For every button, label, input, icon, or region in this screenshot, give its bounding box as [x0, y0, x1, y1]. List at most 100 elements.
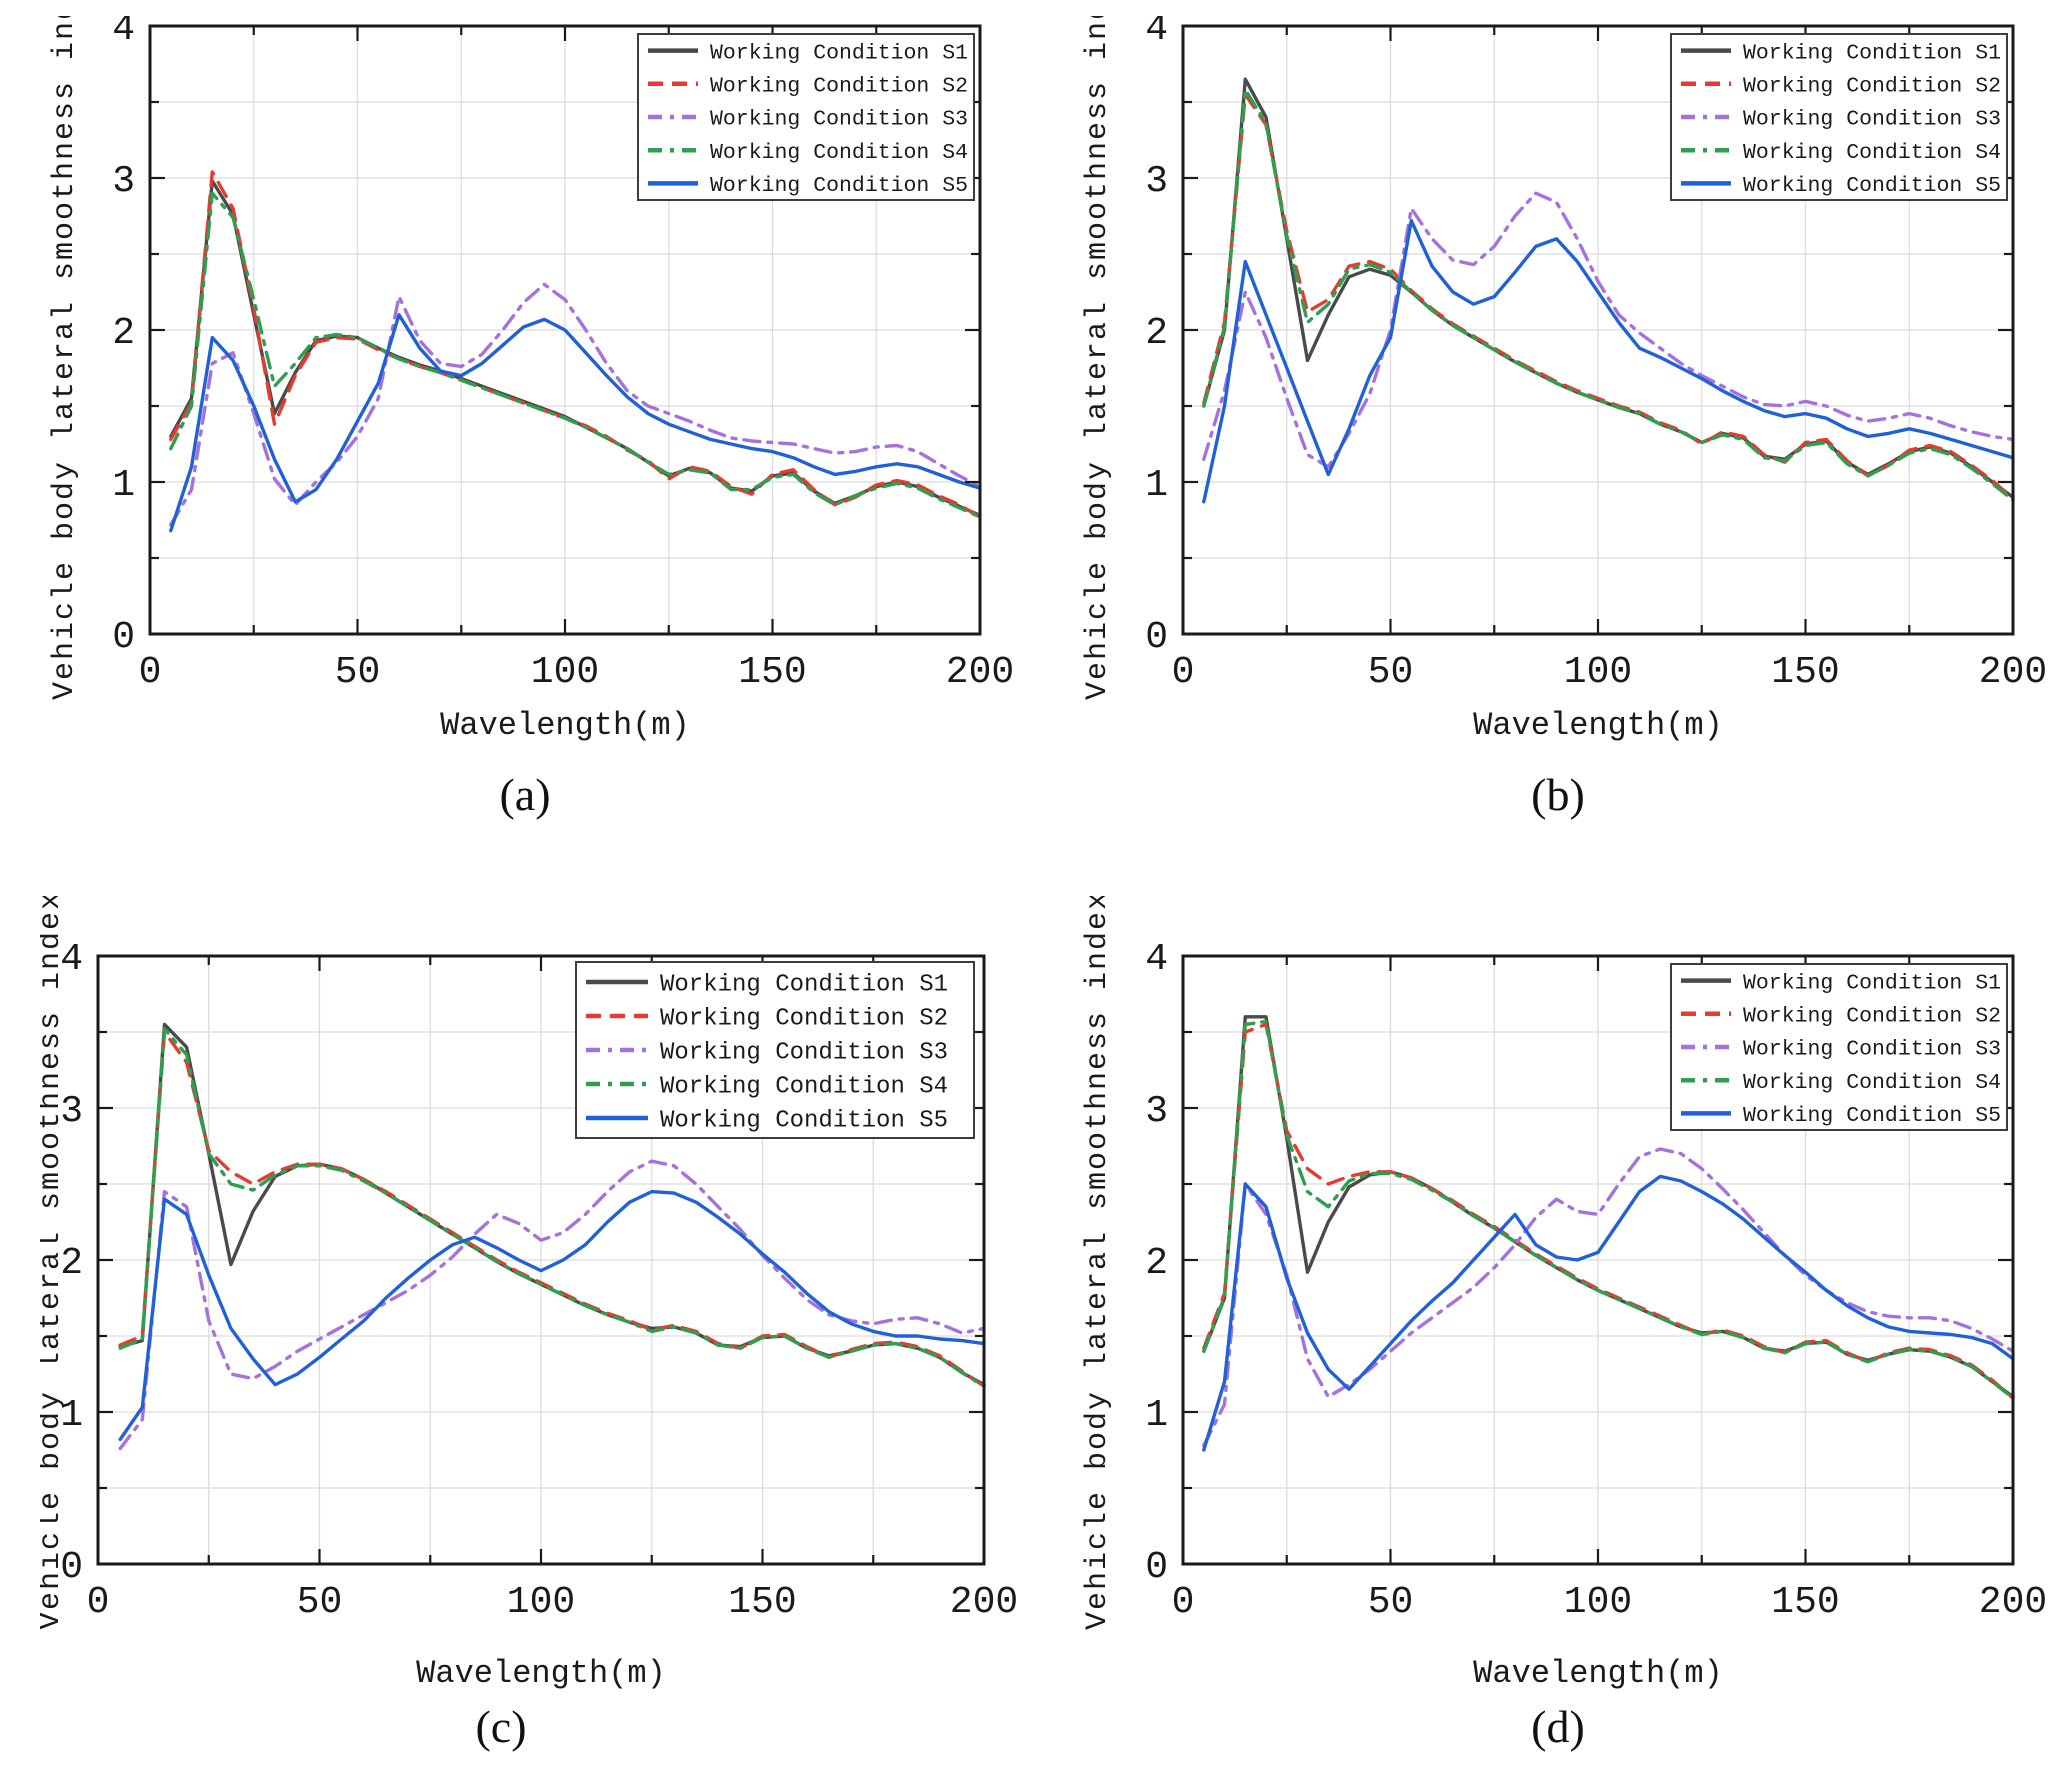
chart-d-svg: 0 50 100 150 200 0 1 2 3 4 Wavelength(m) Vehicle bo… — [1081, 896, 2048, 1692]
y-tick-label: 0 — [1145, 616, 1168, 659]
legend-entry-s2: Working Condition S2 — [586, 1006, 948, 1033]
y-tick-label: 1 — [112, 464, 135, 507]
legend-label-s2: Working Condition S2 — [1743, 1005, 2001, 1029]
y-tick-labels: 0 1 2 3 4 — [1145, 16, 1168, 659]
x-tick-labels: 0 50 100 150 200 — [87, 1581, 1019, 1624]
legend-label-s2: Working Condition S2 — [1743, 75, 2001, 99]
x-tick-label: 150 — [738, 651, 806, 694]
plot-series — [1202, 77, 2015, 504]
y-tick-labels: 0 1 2 3 4 — [60, 938, 83, 1589]
chart-panel-d: 0 50 100 150 200 0 1 2 3 4 Wavelength(m) Vehicle bo… — [1073, 896, 2066, 1770]
legend-label-s3: Working Condition S3 — [1743, 108, 2001, 132]
x-tick-label: 0 — [1172, 1581, 1195, 1624]
legend: Working Condition S1 Working Condition S2… — [575, 961, 975, 1139]
x-tick-label: 200 — [1979, 1581, 2047, 1624]
chart-panel-c: 0 50 100 150 200 0 1 2 3 4 Wavelength(m) Vehicle bo… — [40, 896, 1073, 1770]
series-line-s1 — [169, 179, 982, 518]
legend-entry-s4: Working Condition S4 — [648, 141, 968, 165]
caption-a: (a) — [499, 769, 551, 820]
plot-border — [1181, 24, 2015, 636]
y-tick-label: 2 — [112, 312, 135, 355]
x-tick-label: 200 — [1979, 651, 2047, 694]
y-tick-label: 4 — [1145, 16, 1168, 51]
chart-c-svg: 0 50 100 150 200 0 1 2 3 4 Wavelength(m) Vehicle bo… — [40, 896, 1019, 1692]
legend-entry-s2: Working Condition S2 — [1681, 1005, 2001, 1029]
legend-entry-s2: Working Condition S2 — [1681, 75, 2001, 99]
legend-label-s5: Working Condition S5 — [1743, 174, 2001, 198]
y-tick-label: 4 — [1145, 938, 1168, 981]
legend-entry-s5: Working Condition S5 — [648, 174, 968, 198]
legend-entry-s5: Working Condition S5 — [1681, 174, 2001, 198]
legend-label-s3: Working Condition S3 — [660, 1040, 948, 1067]
x-tick-label: 150 — [1771, 651, 1839, 694]
legend-label-s5: Working Condition S5 — [710, 174, 968, 198]
legend: Working Condition S1 Working Condition S2… — [1670, 963, 2008, 1131]
legend-label-s5: Working Condition S5 — [1743, 1104, 2001, 1128]
caption-c: (c) — [475, 1701, 527, 1752]
legend-label-s4: Working Condition S4 — [1743, 141, 2001, 165]
legend-entry-s1: Working Condition S1 — [648, 41, 968, 65]
x-axis-label: Wavelength(m) — [440, 707, 690, 744]
x-axis-label: Wavelength(m) — [416, 1655, 666, 1692]
x-tick-label: 0 — [87, 1581, 110, 1624]
y-axis-label: Vehicle body lateral smoothness index — [1081, 896, 1115, 1630]
legend-entry-s1: Working Condition S1 — [1681, 971, 2001, 995]
series-line-s4 — [169, 191, 982, 519]
chart-panel-a: 0 50 100 150 200 0 1 2 3 4 Wavelength(m) Vehicle bo… — [40, 16, 1073, 896]
series-line-s5 — [169, 313, 982, 533]
y-tick-label: 3 — [112, 160, 135, 203]
caption-b: (b) — [1531, 769, 1585, 820]
legend-label-s5: Working Condition S5 — [660, 1108, 948, 1135]
legend-entry-s3: Working Condition S3 — [586, 1040, 948, 1067]
legend-entry-s4: Working Condition S4 — [586, 1074, 948, 1101]
plot-series — [118, 1022, 986, 1451]
y-tick-label: 3 — [60, 1090, 83, 1133]
plot-border — [1181, 954, 2015, 1566]
legend-label-s1: Working Condition S1 — [1743, 971, 2001, 995]
x-axis-label: Wavelength(m) — [1473, 707, 1723, 744]
legend-label-s2: Working Condition S2 — [660, 1006, 948, 1033]
legend-label-s4: Working Condition S4 — [1743, 1071, 2001, 1095]
series-line-s3 — [169, 282, 982, 527]
x-tick-labels: 0 50 100 150 200 — [139, 651, 1015, 694]
y-tick-label: 1 — [1145, 1394, 1168, 1437]
legend-label-s3: Working Condition S3 — [710, 108, 968, 132]
x-tick-label: 150 — [1771, 1581, 1839, 1624]
y-axis-label: Vehicle body lateral smoothness index — [40, 896, 68, 1630]
series-line-s2 — [169, 170, 982, 519]
y-tick-label: 3 — [1145, 160, 1168, 203]
series-line-s4 — [118, 1027, 986, 1388]
legend-label-s1: Working Condition S1 — [710, 41, 968, 65]
x-tick-label: 200 — [946, 651, 1014, 694]
series-line-s3 — [1202, 1147, 2015, 1448]
x-tick-label: 100 — [1564, 651, 1632, 694]
x-tick-label: 100 — [507, 1581, 575, 1624]
legend-entry-s4: Working Condition S4 — [1681, 1071, 2001, 1095]
plot-border — [148, 24, 982, 636]
legend-label-s4: Working Condition S4 — [710, 141, 968, 165]
x-tick-label: 50 — [335, 651, 381, 694]
series-line-s5 — [1202, 218, 2015, 504]
legend-entry-s3: Working Condition S3 — [1681, 108, 2001, 132]
legend-entry-s5: Working Condition S5 — [586, 1108, 948, 1135]
y-tick-label: 1 — [60, 1394, 83, 1437]
legend-entry-s3: Working Condition S3 — [1681, 1038, 2001, 1062]
legend-entry-s3: Working Condition S3 — [648, 108, 968, 132]
y-tick-label: 3 — [1145, 1090, 1168, 1133]
legend-label-s3: Working Condition S3 — [1743, 1038, 2001, 1062]
chart-panel-b: 0 50 100 150 200 0 1 2 3 4 Wavelength(m) Vehicle bo… — [1073, 16, 2066, 896]
x-tick-label: 0 — [1172, 651, 1195, 694]
plot-series — [1202, 1015, 2015, 1452]
x-tick-label: 0 — [139, 651, 162, 694]
x-tick-label: 50 — [1368, 651, 1414, 694]
legend: Working Condition S1 Working Condition S2… — [637, 33, 975, 201]
x-tick-label: 100 — [1564, 1581, 1632, 1624]
series-line-s4 — [1202, 1019, 2015, 1400]
x-tick-labels: 0 50 100 150 200 — [1172, 1581, 2048, 1624]
y-tick-label: 0 — [60, 1546, 83, 1589]
legend: Working Condition S1 Working Condition S2… — [1670, 33, 2008, 201]
chart-b-svg: 0 50 100 150 200 0 1 2 3 4 Wavelength(m) Vehicle bo… — [1081, 16, 2047, 744]
chart-a-svg: 0 50 100 150 200 0 1 2 3 4 Wavelength(m) Vehicle bo… — [48, 16, 1015, 744]
y-tick-label: 2 — [1145, 1242, 1168, 1285]
